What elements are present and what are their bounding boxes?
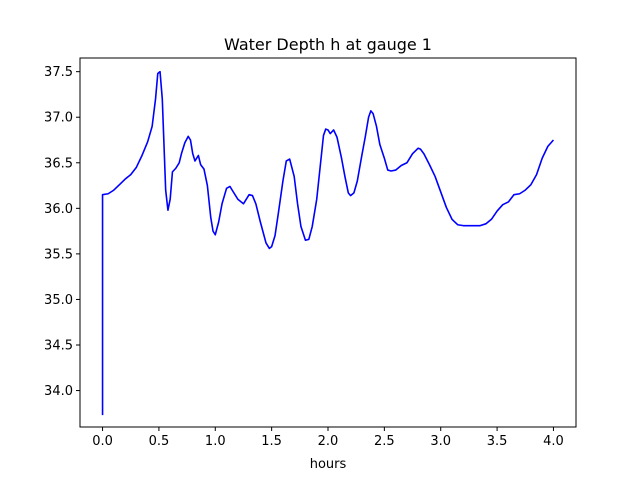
- x-tick-label: 4.0: [543, 434, 564, 449]
- y-tick-label: 37.5: [44, 65, 73, 80]
- ticks-layer: 0.0 0.5 1.0 1.5 2.0 2.5 3.0 3.5 4.0 34.0 34.5 35.0 3…: [44, 65, 564, 449]
- y-tick-label: 34.5: [44, 339, 73, 354]
- chart-title: Water Depth h at gauge 1: [224, 35, 432, 54]
- x-tick-label: 2.5: [374, 434, 395, 449]
- plot-layer: [101, 70, 555, 416]
- x-tick-label: 3.5: [487, 434, 508, 449]
- y-tick-label: 37.0: [44, 111, 73, 126]
- water-depth-line: [101, 70, 555, 416]
- y-tick-label: 35.5: [44, 247, 73, 262]
- x-axis-label: hours: [310, 457, 347, 472]
- x-tick-label: 3.0: [430, 434, 451, 449]
- y-tick-label: 34.0: [44, 384, 73, 399]
- x-tick-label: 1.0: [205, 434, 226, 449]
- y-tick-label: 36.0: [44, 202, 73, 217]
- y-tick-label: 35.0: [44, 293, 73, 308]
- plot-frame: [79, 57, 577, 428]
- x-tick-label: 0.0: [92, 434, 113, 449]
- x-tick-label: 2.0: [318, 434, 339, 449]
- x-tick-label: 1.5: [261, 434, 282, 449]
- x-tick-label: 0.5: [149, 434, 170, 449]
- y-tick-label: 36.5: [44, 156, 73, 171]
